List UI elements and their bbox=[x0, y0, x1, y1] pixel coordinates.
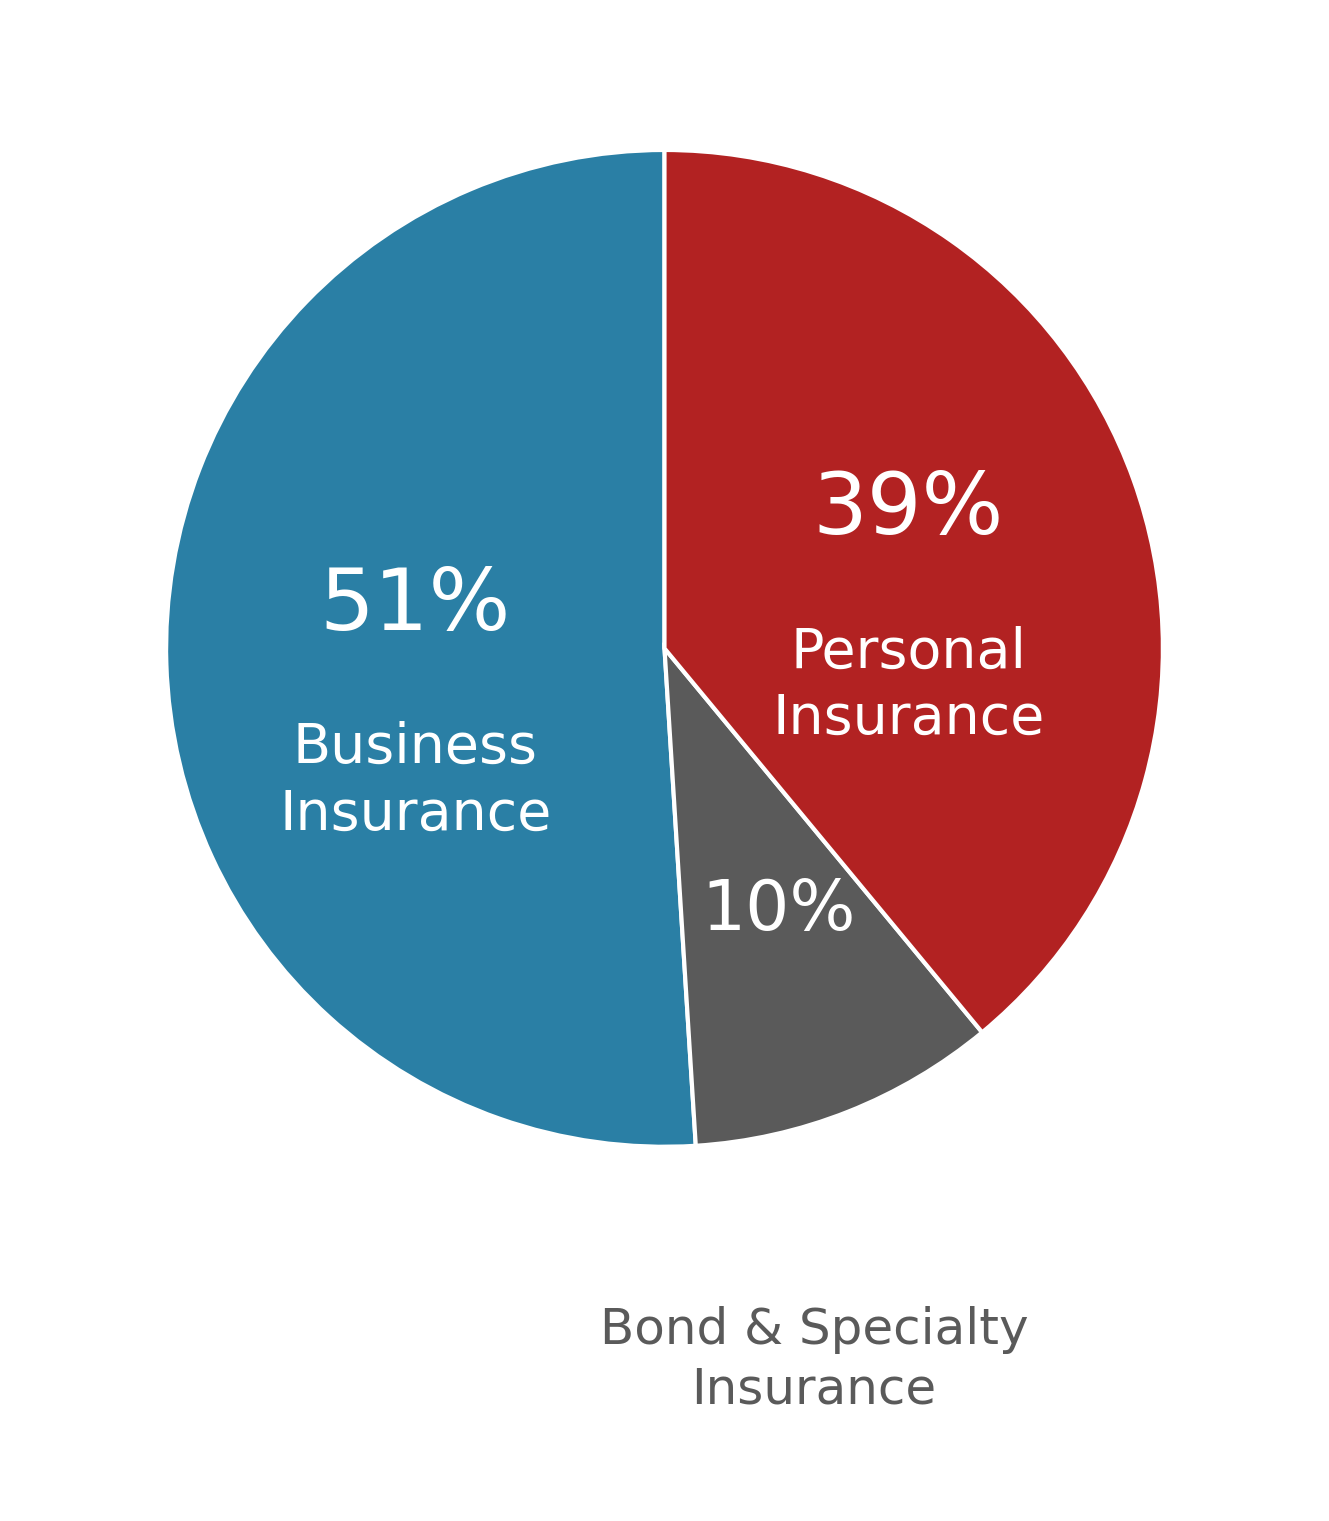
Text: 10%: 10% bbox=[700, 878, 856, 945]
Text: 51%: 51% bbox=[320, 564, 512, 648]
Text: Business
Insurance: Business Insurance bbox=[279, 721, 552, 841]
Text: Personal
Insurance: Personal Insurance bbox=[772, 625, 1045, 745]
Wedge shape bbox=[664, 648, 982, 1145]
Text: 39%: 39% bbox=[812, 470, 1003, 552]
Wedge shape bbox=[166, 151, 696, 1147]
Text: Bond & Specialty
Insurance: Bond & Specialty Insurance bbox=[599, 1307, 1029, 1413]
Wedge shape bbox=[664, 151, 1163, 1033]
